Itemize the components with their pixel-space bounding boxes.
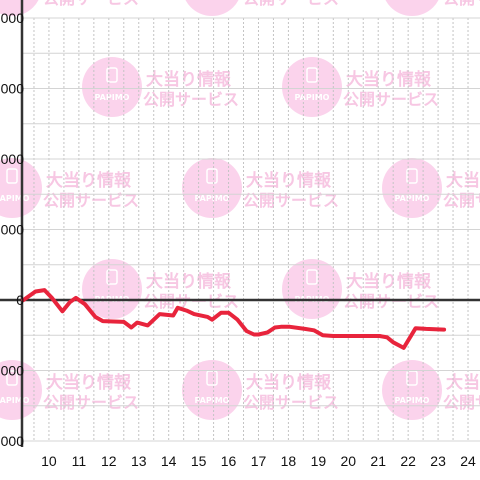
watermark-circle	[82, 57, 142, 117]
watermark-circle	[282, 57, 342, 117]
watermark-line1: 大当り情報	[246, 372, 332, 393]
watermark-line2: 公開サービス	[443, 191, 480, 210]
x-tick-label: 15	[191, 453, 207, 469]
x-tick-label: 20	[340, 453, 356, 469]
y-tick-label: 40,000	[0, 10, 24, 26]
y-tick-label: 10,000	[0, 222, 24, 238]
watermark-brand: PAPIMO	[395, 396, 430, 405]
x-tick-label: 11	[72, 453, 87, 469]
label-layer: 40,000 30,000 20,000 10,000 0 -10,000 -20,000 1…	[0, 10, 476, 469]
phone-icon	[6, 370, 18, 386]
phone-icon	[306, 67, 318, 83]
watermark-line1: 大当り情報	[46, 372, 132, 393]
watermark-line1: 大当り情報	[246, 170, 332, 191]
watermark-line1: 大当り情報	[146, 271, 232, 292]
x-tick-label: 24	[460, 453, 476, 469]
watermark-line1: 大当り情報	[446, 170, 480, 191]
watermark-brand: PAPIMO	[395, 0, 430, 1]
x-tick-label: 18	[281, 453, 297, 469]
watermark-brand: PAPIMO	[195, 396, 230, 405]
watermark-circle	[282, 259, 342, 319]
y-tick-label: 30,000	[0, 81, 24, 97]
watermark-line1: 大当り情報	[346, 69, 432, 90]
watermark-line2: 公開サービス	[243, 191, 339, 210]
watermark-circle	[382, 158, 442, 218]
watermark-brand: PAPIMO	[195, 194, 230, 203]
watermark-line2: 公開サービス	[43, 393, 139, 412]
watermark-brand: PAPIMO	[0, 194, 30, 203]
watermark-line2: 公開サービス	[143, 292, 239, 311]
watermark-brand: PAPIMO	[395, 194, 430, 203]
watermark-line1: 大当り情報	[146, 69, 232, 90]
x-tick-label: 21	[370, 453, 386, 469]
phone-icon	[306, 269, 318, 285]
y-tick-label: 20,000	[0, 151, 24, 167]
x-tick-label: 16	[221, 453, 237, 469]
watermark-circle	[182, 158, 242, 218]
x-tick-label: 10	[41, 453, 57, 469]
y-tick-label: -20,000	[0, 433, 24, 449]
phone-icon	[206, 168, 218, 184]
watermark-circle	[0, 0, 39, 16]
watermark-line2: 公開サービス	[343, 90, 439, 109]
watermark-line2: 公開サービス	[443, 0, 480, 8]
watermark-circle	[382, 360, 442, 420]
y-tick-label: -10,000	[0, 363, 24, 379]
watermark-line1: 大当り情報	[446, 372, 480, 393]
watermark-brand: PAPIMO	[295, 93, 330, 102]
phone-icon	[6, 168, 18, 184]
watermark-line2: 公開サービス	[343, 292, 439, 311]
grid-layer	[22, 17, 480, 442]
watermark-circle	[82, 259, 142, 319]
watermark-line2: 公開サービス	[243, 0, 339, 8]
phone-icon	[106, 269, 118, 285]
watermark-line2: 公開サービス	[443, 393, 480, 412]
x-tick-label: 22	[400, 453, 416, 469]
watermark-line1: 大当り情報	[346, 271, 432, 292]
series-layer	[21, 288, 447, 350]
x-tick-label: 17	[251, 453, 267, 469]
x-tick-label: 19	[311, 453, 327, 469]
x-tick-label: 23	[430, 453, 446, 469]
watermark-line2: 公開サービス	[43, 0, 139, 8]
y-tick-label: 0	[16, 292, 24, 308]
watermark-line2: 公開サービス	[43, 191, 139, 210]
watermark-brand: PAPIMO	[95, 93, 130, 102]
watermark-line2: 公開サービス	[243, 393, 339, 412]
watermark-brand: PAPIMO	[0, 396, 30, 405]
watermark-brand: PAPIMO	[0, 0, 30, 1]
series-line	[21, 288, 447, 350]
watermark-circle	[182, 360, 242, 420]
watermark-circle	[385, 0, 439, 16]
x-tick-label: 12	[101, 453, 117, 469]
watermark-layer: PAPIMO大当り情報公開サービスPAPIMO大当り情報公開サービスPAPIMO…	[0, 0, 480, 420]
x-tick-label: 14	[161, 453, 177, 469]
phone-icon	[106, 67, 118, 83]
watermark-line2: 公開サービス	[143, 90, 239, 109]
watermark-line1: 大当り情報	[46, 170, 132, 191]
x-tick-label: 13	[131, 453, 147, 469]
watermark-brand: PAPIMO	[195, 0, 230, 1]
phone-icon	[406, 168, 418, 184]
watermark-circle	[185, 0, 239, 16]
